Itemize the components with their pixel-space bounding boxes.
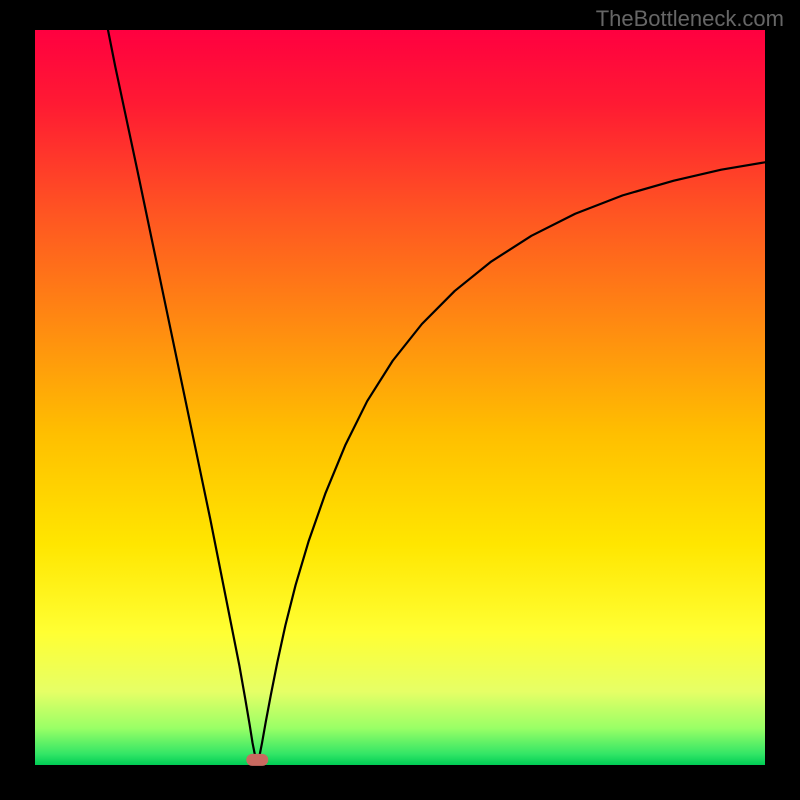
minimum-marker bbox=[246, 754, 268, 766]
watermark-text: TheBottleneck.com bbox=[596, 6, 784, 32]
chart-overlay bbox=[0, 0, 800, 800]
chart-container: TheBottleneck.com bbox=[0, 0, 800, 800]
bottleneck-curve bbox=[108, 30, 765, 761]
